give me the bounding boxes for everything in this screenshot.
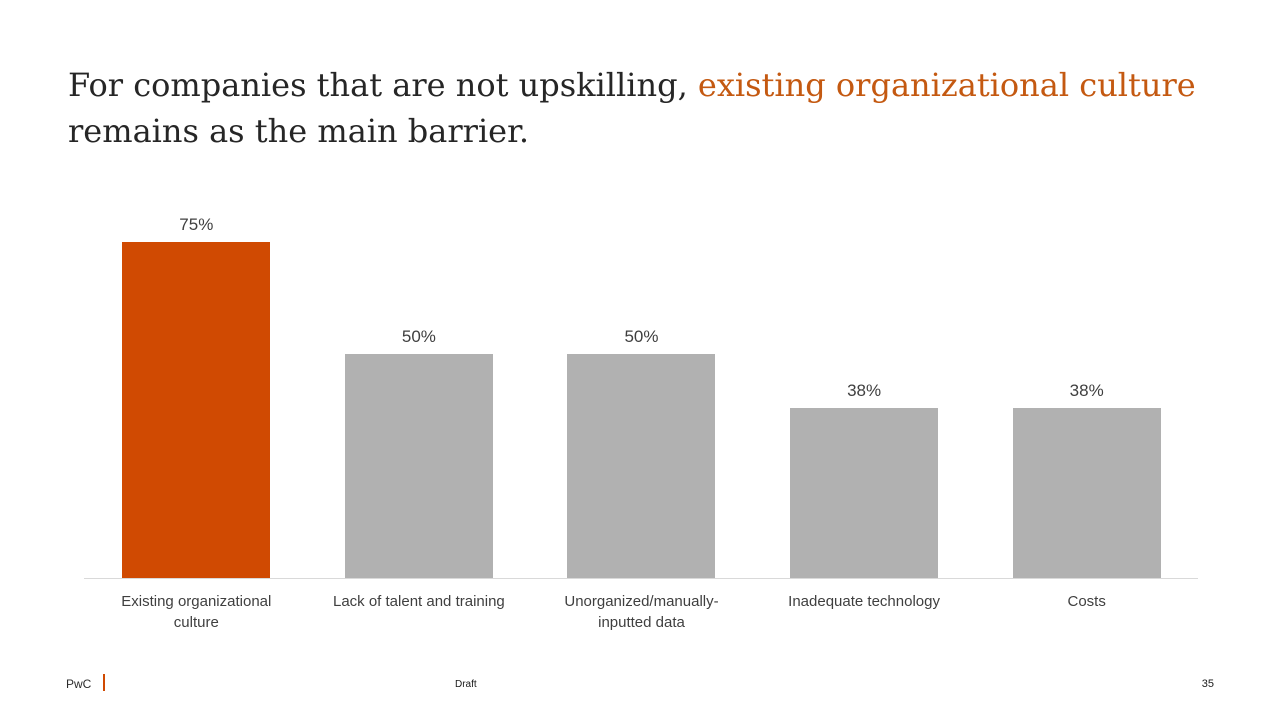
bar-column: 38% xyxy=(975,381,1198,578)
bar xyxy=(1012,408,1161,578)
bar-column: 75% xyxy=(85,215,308,578)
category-label-cell: Costs xyxy=(975,591,1198,633)
draft-watermark: Draft xyxy=(455,679,477,690)
category-label: Existing organizational culture xyxy=(121,593,272,631)
category-label-cell: Unorganized/manually-inputted data xyxy=(530,591,753,633)
bar-chart: 75% 50% 50% 38% 38% xyxy=(85,215,1198,578)
bar-value-label: 38% xyxy=(1069,381,1104,400)
bar-value-label: 50% xyxy=(624,327,659,346)
bar xyxy=(790,408,939,578)
x-axis-line xyxy=(84,578,1198,579)
category-label-cell: Lack of talent and training xyxy=(308,591,531,633)
bar-column: 50% xyxy=(530,327,753,578)
bar-value-label: 38% xyxy=(847,381,882,400)
title-text-highlight: existing organizational culture xyxy=(697,66,1196,104)
category-label: Lack of talent and training xyxy=(332,593,505,610)
bar xyxy=(344,354,493,578)
pwc-logo: PwC xyxy=(66,677,92,691)
bar xyxy=(122,242,271,578)
category-label: Costs xyxy=(1067,593,1106,610)
category-label: Inadequate technology xyxy=(788,593,940,610)
category-axis-labels: Existing organizational culture Lack of t… xyxy=(85,591,1198,633)
bar xyxy=(567,354,716,578)
page-number: 35 xyxy=(1201,678,1214,690)
footer-separator xyxy=(103,674,105,691)
category-label-cell: Existing organizational culture xyxy=(85,591,308,633)
category-label-cell: Inadequate technology xyxy=(753,591,976,633)
bar-value-label: 50% xyxy=(401,327,436,346)
bar-column: 38% xyxy=(753,381,976,578)
category-label: Unorganized/manually-inputted data xyxy=(564,593,719,631)
title-text-line2: remains as the main barrier. xyxy=(68,112,530,150)
title-text-plain: For companies that are not upskilling, xyxy=(68,66,698,104)
slide-title: For companies that are not upskilling, e… xyxy=(68,62,1228,154)
bar-column: 50% xyxy=(308,327,531,578)
bar-value-label: 75% xyxy=(179,215,214,234)
